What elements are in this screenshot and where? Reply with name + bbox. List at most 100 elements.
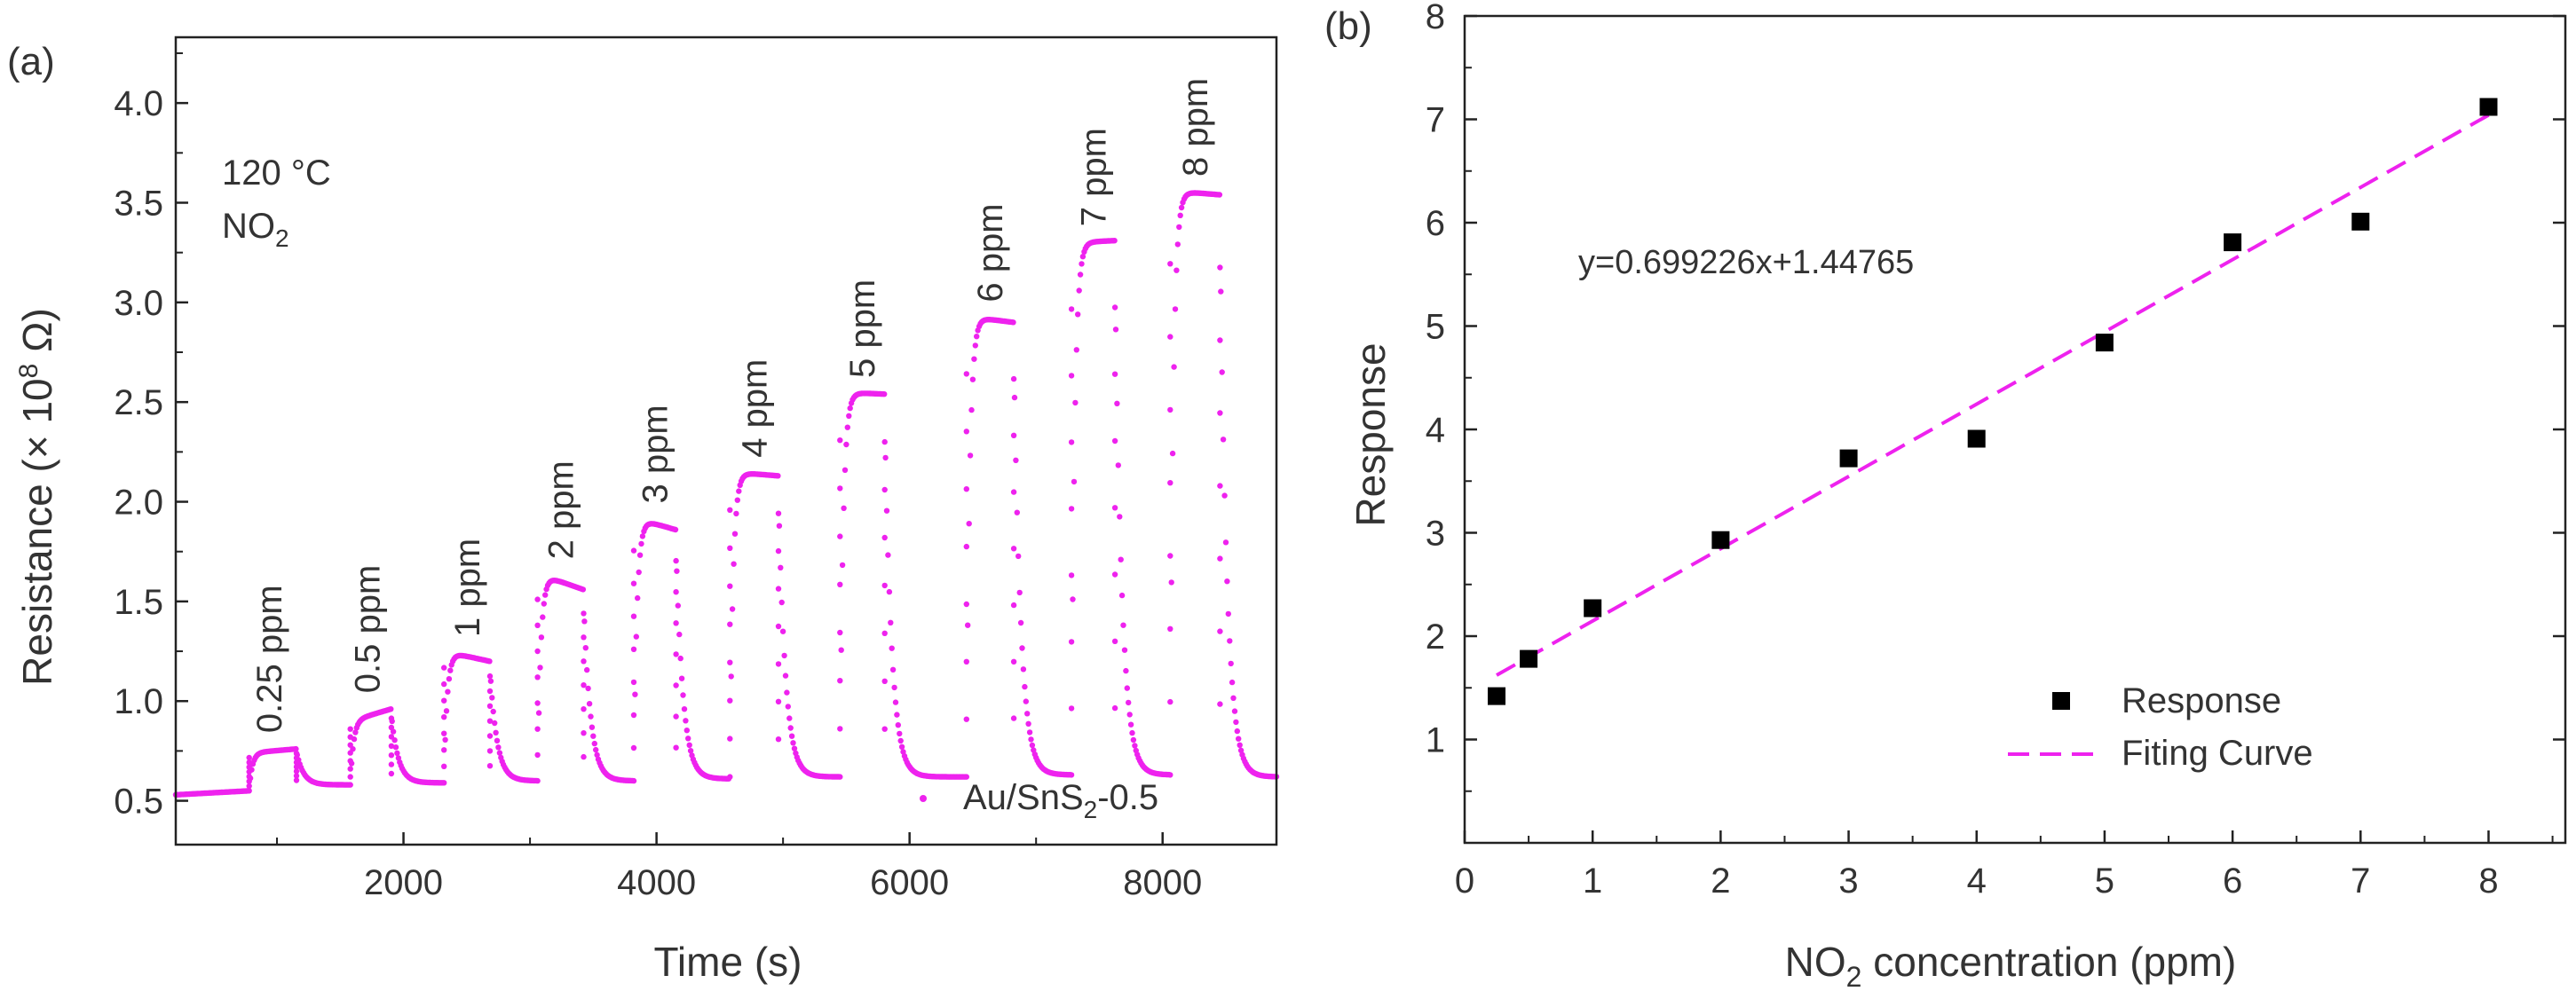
panel-a-data-point [785, 704, 791, 710]
panel-a-data-point [1219, 369, 1225, 375]
panel-a-data-point [1068, 639, 1075, 645]
panel-a-cycle-label: 5 ppm [843, 279, 882, 378]
panel-a-data-point [882, 454, 889, 461]
panel-a-data-point [886, 588, 893, 595]
panel-a-data-point [486, 658, 493, 665]
panel-a-data-point [966, 521, 972, 527]
panel-b-data-point [2224, 233, 2242, 252]
panel-a-data-point [729, 606, 736, 612]
panel-a-data-point [581, 658, 587, 665]
panel-a-data-point [731, 531, 739, 537]
panel-a-data-point [1237, 742, 1243, 748]
panel-a-data-point [1167, 625, 1173, 632]
panel-a-data-point [347, 750, 353, 756]
panel-a-data-point [1022, 683, 1028, 690]
panel-a-data-point [1118, 592, 1126, 599]
panel-b-ytick-label: 2 [1426, 618, 1445, 657]
panel-a-data-point [1126, 712, 1133, 718]
panel-a-data-point [534, 674, 541, 681]
panel-a-data-point [638, 540, 644, 547]
panel-a-data-point [676, 631, 683, 638]
panel-a-data-point [494, 737, 501, 743]
panel-a-data-point [731, 561, 737, 567]
panel-a-data-point [1174, 241, 1181, 248]
panel-a-data-point [844, 424, 850, 430]
panel-a-data-point [963, 601, 970, 608]
panel-a-data-point [1068, 572, 1075, 578]
panel-a-data-point [727, 659, 733, 665]
panel-a-data-point [779, 628, 786, 634]
panel-a-data-point [1230, 695, 1237, 701]
panel-a-data-point [1231, 708, 1238, 714]
panel-a-data-point [1026, 729, 1033, 736]
panel-a-data-point [293, 768, 300, 775]
panel-a-data-point [727, 621, 733, 627]
panel-a-data-point [963, 486, 970, 492]
panel-a-data-point [782, 673, 789, 679]
panel-a-data-point [775, 547, 782, 555]
panel-a-data-point [540, 614, 546, 620]
panel-a-data-point [490, 708, 496, 715]
panel-a-data-point [586, 701, 593, 707]
panel-a-data-point [843, 441, 849, 448]
panel-a-data-point [639, 533, 646, 539]
panel-b-label: (b) [1324, 4, 1372, 48]
panel-a-legend-label: Au/SnS2-0.5 [963, 778, 1158, 823]
panel-a-data-point [898, 743, 905, 750]
panel-a-data-point [293, 764, 300, 770]
panel-a-data-point [1011, 394, 1018, 401]
panel-a-data-point [1177, 212, 1183, 218]
panel-b-xlabel: NO2 concentration (ppm) [1785, 939, 2237, 993]
panel-a-cycle-label: 0.5 ppm [349, 565, 388, 694]
panel-a-data-point [1220, 437, 1227, 443]
panel-a-data-point [1068, 506, 1075, 512]
panel-a-data-point [246, 783, 252, 790]
panel-a-data-point [1167, 334, 1173, 340]
panel-a-data-point [889, 666, 897, 673]
panel-a-data-point [581, 730, 587, 736]
panel-b-xtick-label: 4 [1967, 861, 1987, 901]
panel-b-data-point [2351, 212, 2370, 231]
panel-a-data-point [790, 740, 796, 746]
panel-a-data-point [1123, 667, 1129, 674]
panel-a-data-point [591, 740, 597, 747]
panel-a-cycle-label: 3 ppm [636, 405, 676, 503]
panel-a-data-point [635, 594, 641, 602]
panel-a-data-point [1010, 602, 1017, 609]
panel-a-data-point [837, 726, 843, 732]
panel-a-data-point [673, 682, 679, 688]
panel-a-cycle-labels: 0.25 ppm 0.5 ppm 1 ppm 2 ppm 3 ppm 4 ppm 5 ppm… [250, 78, 1215, 733]
panel-b-data-point [1967, 429, 1986, 448]
panel-a-data-point [446, 676, 453, 682]
panel-a-data-point [881, 391, 888, 397]
panel-a-data-point [246, 754, 252, 761]
panel-b-data-point [1584, 599, 1602, 618]
panel-a-data-point [584, 666, 590, 673]
panel-a-data-point [445, 688, 451, 695]
panel-a-temperature-annotation: 120 °C [222, 153, 331, 193]
panel-a-plot-frame [174, 35, 1278, 846]
panel-a-data-point [1024, 711, 1031, 717]
panel-a-data-point [1068, 306, 1075, 312]
panel-a-ylabel: Resistance (× 108 Ω) [14, 308, 60, 686]
panel-a-data-point [1111, 437, 1118, 444]
panel-b-data-point [1711, 531, 1730, 549]
panel-a-data-point [841, 505, 847, 511]
panel-a-data-point [487, 678, 494, 684]
panel-a-data-point [388, 724, 395, 731]
panel-a-data-point [1221, 492, 1228, 499]
panel-b-fit-line [1496, 113, 2490, 677]
panel-a-data-point [881, 726, 888, 732]
panel-a-data-point [778, 599, 785, 606]
panel-a-data-point [581, 682, 587, 688]
panel-a-data-point [636, 552, 644, 558]
panel-a-data-point [1070, 596, 1076, 602]
panel-a-data-point [441, 763, 447, 769]
panel-a-data-point [1114, 400, 1120, 406]
panel-a-data-point [489, 695, 495, 701]
panel-a-data-point [388, 706, 394, 712]
panel-a-data-point [1218, 288, 1224, 295]
panel-a-data-point [727, 774, 733, 780]
panel-b-data-point [1520, 649, 1538, 668]
panel-a-data-point [889, 645, 895, 651]
